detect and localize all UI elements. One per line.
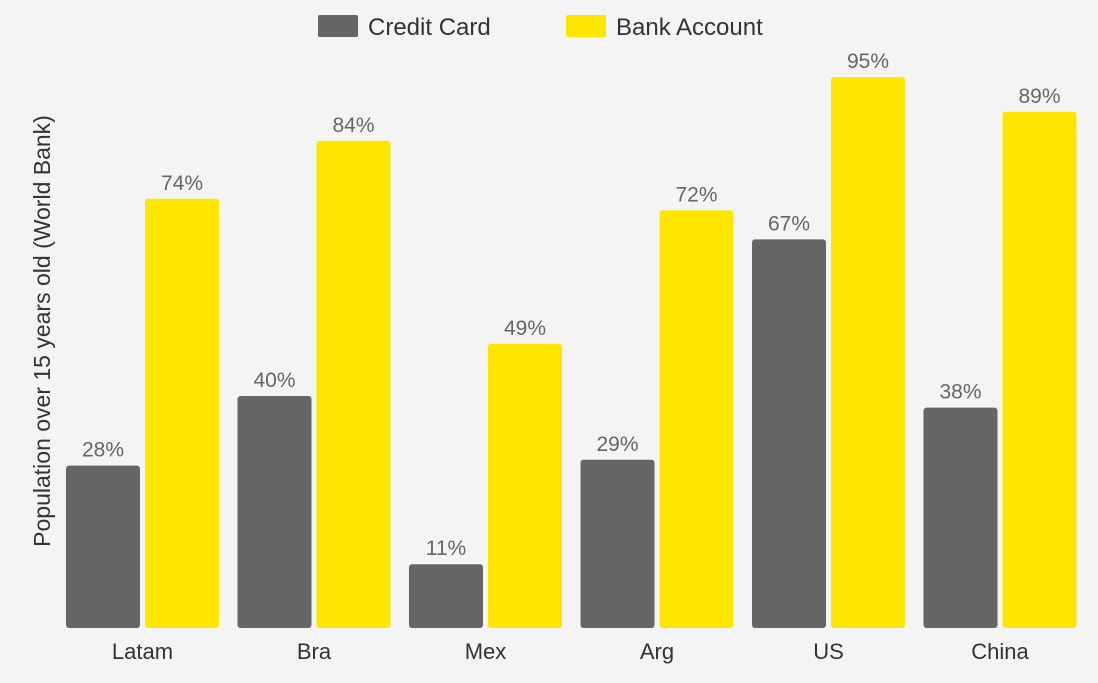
x-axis-ticks: Latam Bra Mex Arg US China (112, 639, 1030, 664)
data-label-bank-account-latam: 74% (161, 172, 203, 195)
data-label-bank-account-mex: 49% (504, 317, 546, 340)
bars-group (66, 77, 1077, 629)
bar-bank-account-latam (145, 198, 219, 629)
data-labels-group: 28% 74% 40% 84% 11% 49% 29% 72% 67% 95% 38% 89% (82, 50, 1061, 560)
bar-credit-card-us (752, 239, 826, 628)
x-tick-label-latam: Latam (112, 639, 173, 664)
data-label-bank-account-us: 95% (847, 50, 889, 73)
bar-credit-card-bra (237, 396, 312, 628)
x-tick-label-china: China (971, 639, 1029, 664)
data-label-bank-account-bra: 84% (332, 114, 374, 137)
bar-credit-card-arg (580, 459, 655, 628)
legend-swatch-bank-account (566, 15, 606, 37)
bar-credit-card-latam (66, 465, 140, 628)
data-label-credit-card-us: 67% (768, 212, 810, 235)
legend: Credit Card Bank Account (318, 14, 763, 41)
x-tick-label-bra: Bra (297, 639, 332, 664)
x-tick-label-arg: Arg (640, 639, 674, 664)
data-label-bank-account-china: 89% (1018, 85, 1060, 108)
legend-label-credit-card: Credit Card (368, 14, 491, 41)
data-label-credit-card-bra: 40% (253, 369, 295, 392)
data-label-bank-account-arg: 72% (675, 183, 717, 206)
y-axis-title: Population over 15 years old (World Bank… (29, 115, 55, 547)
legend-swatch-credit-card (318, 15, 358, 37)
data-label-credit-card-mex: 11% (426, 537, 466, 560)
bar-bank-account-arg (659, 210, 734, 628)
bar-bank-account-us (831, 77, 905, 628)
x-tick-label-mex: Mex (465, 639, 507, 664)
data-label-credit-card-latam: 28% (82, 439, 124, 462)
legend-label-bank-account: Bank Account (616, 14, 763, 41)
bar-credit-card-china (923, 407, 998, 628)
x-tick-label-us: US (813, 639, 844, 664)
data-label-credit-card-arg: 29% (596, 433, 638, 456)
data-label-credit-card-china: 38% (939, 381, 981, 404)
bar-bank-account-mex (488, 343, 562, 628)
bar-bank-account-china (1002, 111, 1077, 629)
bar-credit-card-mex (409, 564, 483, 628)
bar-bank-account-bra (316, 140, 391, 629)
